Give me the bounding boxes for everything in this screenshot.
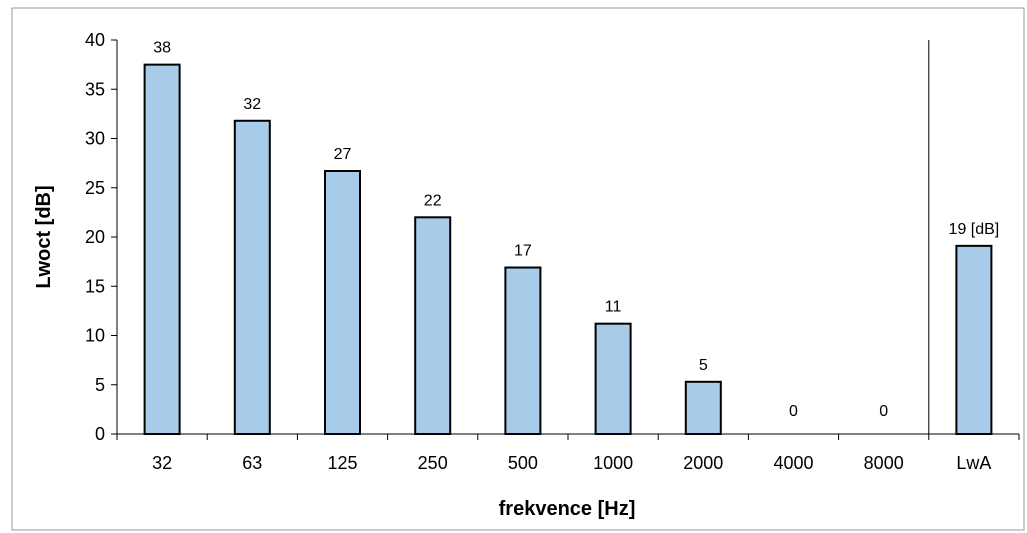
data-label: 22	[424, 192, 442, 209]
x-tick-label: LwA	[956, 453, 991, 473]
data-label: 0	[789, 403, 798, 420]
data-label: 32	[243, 96, 261, 113]
data-label: 17	[514, 243, 532, 260]
x-tick-label: 8000	[864, 453, 904, 473]
x-tick-label: 63	[242, 453, 262, 473]
data-label: 11	[605, 299, 622, 316]
y-tick-label: 5	[95, 375, 105, 395]
bar	[143, 63, 181, 436]
y-tick-label: 10	[85, 326, 105, 346]
x-tick-label: 250	[418, 453, 448, 473]
bar	[594, 322, 632, 435]
x-axis-title: frekvence [Hz]	[499, 498, 636, 520]
bar	[504, 266, 542, 435]
y-tick-label: 40	[85, 30, 105, 50]
bar	[414, 216, 452, 435]
y-tick-label: 20	[85, 227, 105, 247]
x-tick-label: 1000	[593, 453, 633, 473]
data-label: 19 [dB]	[949, 221, 1000, 238]
x-tick-label: 32	[152, 453, 172, 473]
bar	[955, 244, 993, 435]
y-tick-label: 0	[95, 424, 105, 444]
bar	[324, 170, 361, 435]
bar	[684, 380, 722, 435]
bar	[233, 119, 271, 436]
y-tick-label: 15	[85, 276, 105, 296]
x-tick-label: 4000	[773, 453, 813, 473]
data-label: 38	[153, 40, 171, 57]
y-axis-title: Lwoct [dB]	[33, 185, 55, 288]
data-label: 5	[699, 357, 708, 374]
data-label: 0	[879, 403, 888, 420]
y-tick-label: 30	[85, 129, 105, 149]
x-tick-label: 125	[327, 453, 357, 473]
x-tick-label: 2000	[683, 453, 723, 473]
data-label: 27	[334, 146, 352, 163]
x-tick-label: 500	[508, 453, 538, 473]
y-tick-label: 35	[85, 79, 105, 99]
y-tick-label: 25	[85, 178, 105, 198]
